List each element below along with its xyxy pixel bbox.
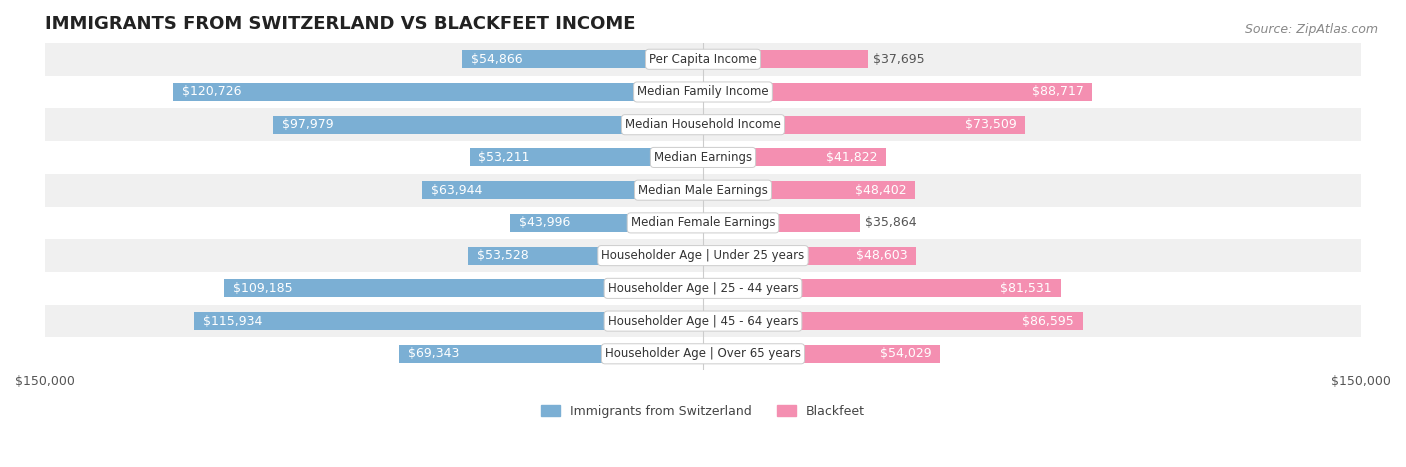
Bar <box>45 206 1361 239</box>
Text: Median Earnings: Median Earnings <box>654 151 752 164</box>
Text: Median Male Earnings: Median Male Earnings <box>638 184 768 197</box>
Text: $69,343: $69,343 <box>408 347 458 361</box>
Bar <box>510 214 703 232</box>
Bar <box>45 141 1361 174</box>
Bar <box>703 312 1083 330</box>
Bar <box>463 50 703 68</box>
Legend: Immigrants from Switzerland, Blackfeet: Immigrants from Switzerland, Blackfeet <box>536 400 870 423</box>
Text: $81,531: $81,531 <box>1000 282 1052 295</box>
Bar <box>45 239 1361 272</box>
Bar <box>273 116 703 134</box>
Bar <box>45 76 1361 108</box>
Text: $63,944: $63,944 <box>432 184 482 197</box>
Bar <box>45 338 1361 370</box>
Text: Householder Age | 25 - 44 years: Householder Age | 25 - 44 years <box>607 282 799 295</box>
Text: $48,402: $48,402 <box>855 184 907 197</box>
Bar <box>45 108 1361 141</box>
Bar <box>703 279 1060 297</box>
Text: Householder Age | Over 65 years: Householder Age | Over 65 years <box>605 347 801 361</box>
Bar <box>399 345 703 363</box>
Bar <box>194 312 703 330</box>
Text: $41,822: $41,822 <box>827 151 877 164</box>
Bar <box>703 83 1092 101</box>
Text: Median Household Income: Median Household Income <box>626 118 780 131</box>
Bar <box>703 181 915 199</box>
Text: $35,864: $35,864 <box>865 216 917 229</box>
Text: $73,509: $73,509 <box>965 118 1017 131</box>
Text: Householder Age | Under 25 years: Householder Age | Under 25 years <box>602 249 804 262</box>
Bar <box>703 345 941 363</box>
Text: IMMIGRANTS FROM SWITZERLAND VS BLACKFEET INCOME: IMMIGRANTS FROM SWITZERLAND VS BLACKFEET… <box>45 15 636 33</box>
Bar <box>703 50 869 68</box>
Text: $37,695: $37,695 <box>873 53 924 66</box>
Text: Householder Age | 45 - 64 years: Householder Age | 45 - 64 years <box>607 315 799 327</box>
Text: $53,528: $53,528 <box>477 249 529 262</box>
Bar <box>703 247 917 265</box>
Text: $88,717: $88,717 <box>1032 85 1084 99</box>
Text: $120,726: $120,726 <box>183 85 242 99</box>
Text: $48,603: $48,603 <box>856 249 907 262</box>
Text: Per Capita Income: Per Capita Income <box>650 53 756 66</box>
Text: $97,979: $97,979 <box>283 118 333 131</box>
Text: Median Female Earnings: Median Female Earnings <box>631 216 775 229</box>
Text: $43,996: $43,996 <box>519 216 571 229</box>
Text: $109,185: $109,185 <box>233 282 292 295</box>
Bar <box>703 116 1025 134</box>
Bar <box>470 149 703 166</box>
Bar <box>703 214 860 232</box>
Bar <box>468 247 703 265</box>
Text: $54,866: $54,866 <box>471 53 523 66</box>
Bar <box>45 272 1361 304</box>
Text: $115,934: $115,934 <box>202 315 263 327</box>
Text: $53,211: $53,211 <box>478 151 530 164</box>
Bar <box>173 83 703 101</box>
Text: Median Family Income: Median Family Income <box>637 85 769 99</box>
Text: Source: ZipAtlas.com: Source: ZipAtlas.com <box>1244 23 1378 36</box>
Bar <box>422 181 703 199</box>
Bar <box>703 149 886 166</box>
Bar <box>45 304 1361 338</box>
Bar <box>224 279 703 297</box>
Text: $54,029: $54,029 <box>880 347 931 361</box>
Bar <box>45 43 1361 76</box>
Bar <box>45 174 1361 206</box>
Text: $86,595: $86,595 <box>1022 315 1074 327</box>
